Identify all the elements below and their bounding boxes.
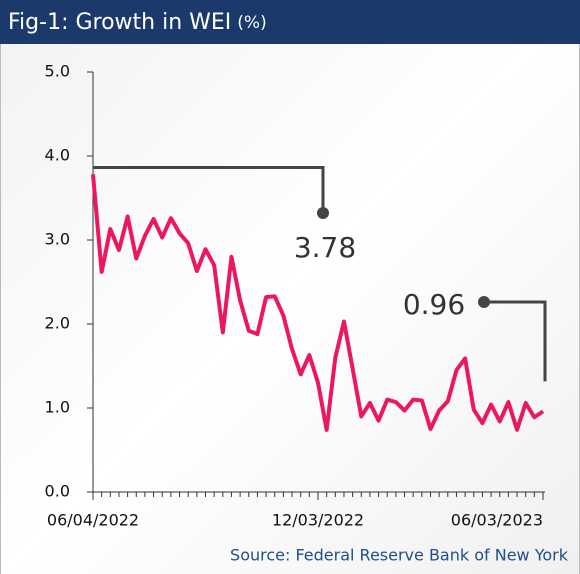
unit: (%) — [237, 13, 266, 33]
annotation-leader — [93, 165, 325, 213]
chart-title: Fig-1: Growth in WEI (%) — [8, 10, 267, 35]
x-tick-label: 12/03/2022 — [272, 511, 364, 530]
annotation: 3.78 — [294, 231, 356, 264]
y-tick-label: 4.0 — [45, 146, 70, 165]
annotation-leader — [484, 300, 547, 382]
title-text: Fig-1: Growth in WEI — [8, 10, 231, 35]
line — [91, 174, 545, 432]
annotation-dot — [317, 207, 329, 219]
y-tick-label: 2.0 — [45, 314, 70, 333]
title-bar — [0, 0, 580, 44]
y-tick-label: 0.0 — [45, 482, 70, 501]
y-tick-label: 5.0 — [45, 62, 70, 81]
annotation-dot — [478, 296, 490, 308]
y-tick-label: 3.0 — [45, 230, 70, 249]
source: Source: Federal Reserve Bank of New York — [230, 546, 569, 565]
annotation: 0.96 — [403, 288, 465, 321]
x-tick-label: 06/04/2022 — [47, 511, 139, 530]
y-tick-label: 1.0 — [45, 398, 70, 417]
x-tick-label: 06/03/2023 — [451, 511, 543, 530]
